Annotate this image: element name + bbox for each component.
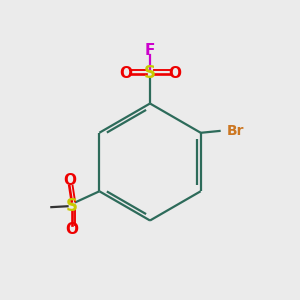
Text: F: F — [145, 43, 155, 58]
Text: O: O — [168, 66, 181, 81]
Text: O: O — [65, 222, 78, 238]
Text: Br: Br — [227, 124, 244, 138]
Text: S: S — [66, 197, 78, 214]
Text: S: S — [144, 64, 156, 82]
Text: O: O — [63, 173, 76, 188]
Text: O: O — [119, 66, 132, 81]
